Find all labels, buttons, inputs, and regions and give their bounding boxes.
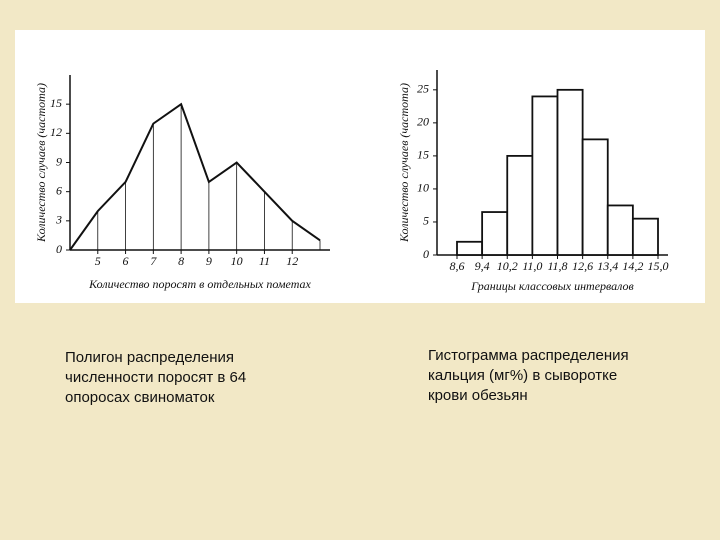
- y-tick-label: 20: [417, 115, 429, 129]
- y-tick-label: 25: [417, 82, 429, 96]
- x-axis-label: Количество поросят в отдельных пометах: [88, 277, 311, 291]
- histogram-bar: [606, 204, 634, 256]
- y-tick-label: 12: [50, 125, 62, 139]
- x-tick-label: 10: [231, 254, 243, 268]
- polygon-line: [69, 102, 321, 251]
- histogram-bar: [531, 95, 559, 256]
- caption: Полигон распределения численности поросят…: [65, 349, 246, 406]
- x-tick-label: 8: [178, 254, 184, 268]
- x-tick-label: 12: [286, 254, 298, 268]
- x-tick-label: 12,6: [572, 259, 593, 273]
- y-tick-label: 10: [417, 181, 429, 195]
- x-tick-label: 6: [123, 254, 129, 268]
- caption-line: опоросах свиноматок: [65, 389, 215, 406]
- caption-line: кальция (мг%) в сыворотке: [428, 367, 617, 384]
- x-tick-label: 9,4: [475, 259, 490, 273]
- y-tick-label: 15: [417, 148, 429, 162]
- y-tick-label: 0: [423, 247, 429, 261]
- histogram-bar: [481, 211, 509, 256]
- histogram-bar: [556, 88, 584, 256]
- y-tick-label: 3: [55, 213, 62, 227]
- x-tick-label: 13,4: [597, 259, 618, 273]
- histogram-bar: [506, 154, 534, 256]
- y-tick-label: 9: [56, 154, 62, 168]
- x-tick-label: 15,0: [648, 259, 669, 273]
- x-tick-label: 11: [259, 254, 270, 268]
- y-tick-label: 15: [50, 96, 62, 110]
- x-tick-label: 9: [206, 254, 212, 268]
- x-tick-label: 8,6: [450, 259, 465, 273]
- x-tick-label: 14,2: [622, 259, 643, 273]
- caption-line: численности поросят в 64: [65, 369, 246, 386]
- x-tick-label: 11,0: [522, 259, 542, 273]
- caption-line: Полигон распределения: [65, 349, 234, 366]
- x-tick-label: 7: [150, 254, 157, 268]
- caption-line: Гистограмма распределения: [428, 347, 629, 364]
- y-tick-label: 0: [56, 242, 62, 256]
- x-axis-label: Границы классовых интервалов: [470, 279, 633, 293]
- y-tick-label: 5: [423, 214, 429, 228]
- x-tick-label: 11,8: [547, 259, 567, 273]
- y-tick-label: 6: [56, 183, 62, 197]
- x-tick-label: 5: [95, 254, 101, 268]
- x-tick-label: 10,2: [497, 259, 518, 273]
- caption-line: крови обезьян: [428, 387, 528, 404]
- histogram-bar: [581, 138, 609, 256]
- y-axis-label: Количество случаев (частота): [397, 83, 411, 243]
- histogram-bar: [456, 240, 484, 256]
- y-axis-label: Количество случаев (частота): [34, 83, 48, 243]
- histogram-bar: [631, 217, 659, 256]
- caption: Гистограмма распределения кальция (мг%) в…: [428, 347, 629, 404]
